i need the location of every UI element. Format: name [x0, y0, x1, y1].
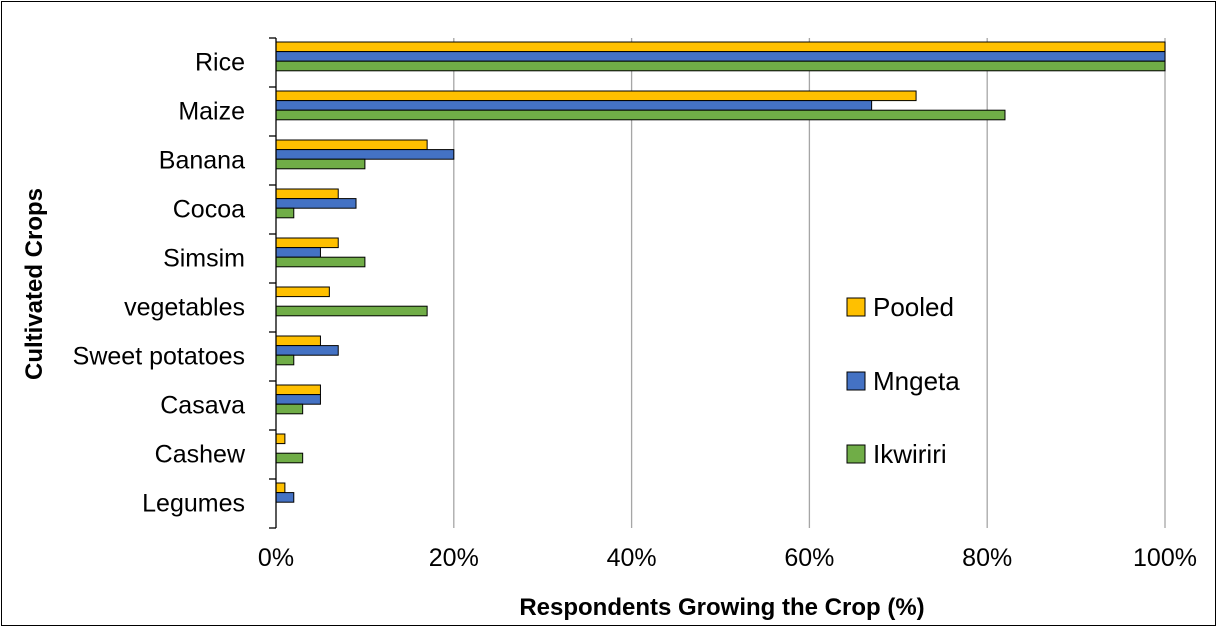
- category-label: Casava: [160, 392, 245, 420]
- bar-mngeta-simsim: [275, 247, 321, 258]
- x-tick-labels: 0% 20% 40% 60% 80% 100%: [258, 544, 1197, 572]
- legend-swatch-pooled: [846, 297, 866, 317]
- bar-pooled-casava: [275, 384, 321, 396]
- bars: [275, 41, 1166, 503]
- category-label: Rice: [195, 49, 245, 77]
- bar-ikwiriri-simsim: [275, 256, 366, 268]
- bar-ikwiriri-cashew: [275, 452, 304, 464]
- legend-label-mngeta: Mngeta: [873, 366, 960, 396]
- category-label: Maize: [178, 98, 245, 126]
- axes: [269, 37, 277, 529]
- legend: Pooled Mngeta Ikwiriri: [846, 292, 960, 469]
- bar-mngeta-cocoa: [275, 198, 357, 209]
- bar-mngeta-rice: [275, 51, 1166, 62]
- category-label: Simsim: [163, 245, 245, 273]
- legend-label-pooled: Pooled: [873, 292, 954, 322]
- x-tick-label: 100%: [1133, 544, 1197, 572]
- category-label: Legumes: [142, 490, 245, 518]
- bar-ikwiriri-banana: [275, 158, 366, 170]
- legend-swatch-mngeta: [846, 371, 866, 391]
- bar-ikwiriri-cocoa: [275, 207, 295, 219]
- bar-pooled-simsim: [275, 237, 339, 249]
- bar-pooled-legumes: [275, 482, 286, 494]
- bar-ikwiriri-maize: [275, 109, 1006, 121]
- bar-pooled-sweet-potatoes: [275, 335, 321, 347]
- bar-pooled-vegetables: [275, 286, 330, 298]
- x-axis-title: Respondents Growing the Crop (%): [519, 594, 924, 621]
- legend-swatch-ikwiriri: [846, 444, 866, 464]
- bar-pooled-cocoa: [275, 188, 339, 200]
- bar-ikwiriri-rice: [275, 60, 1166, 72]
- bar-pooled-cashew: [275, 433, 286, 445]
- bar-mngeta-maize: [275, 100, 873, 111]
- x-tick-label: 80%: [962, 544, 1012, 572]
- y-axis-title: Cultivated Crops: [21, 188, 48, 380]
- category-label: Cashew: [155, 441, 246, 469]
- bar-mngeta-casava: [275, 394, 321, 405]
- bar-pooled-banana: [275, 139, 428, 151]
- bar-mngeta-legumes: [275, 492, 295, 503]
- category-label: Sweet potatoes: [73, 343, 245, 371]
- category-label: Banana: [159, 147, 245, 175]
- bar-pooled-maize: [275, 90, 917, 102]
- x-tick-label: 20%: [429, 544, 479, 572]
- bar-pooled-rice: [275, 41, 1166, 53]
- bar-mngeta-banana: [275, 149, 455, 160]
- x-tick-label: 0%: [258, 544, 294, 572]
- bar-mngeta-sweet-potatoes: [275, 345, 339, 356]
- bar-ikwiriri-sweet-potatoes: [275, 354, 295, 366]
- bar-ikwiriri-casava: [275, 403, 304, 415]
- legend-label-ikwiriri: Ikwiriri: [873, 439, 947, 469]
- x-tick-label: 40%: [607, 544, 657, 572]
- bar-ikwiriri-vegetables: [275, 305, 428, 317]
- category-label: Cocoa: [173, 196, 245, 224]
- category-labels: Rice Maize Banana Cocoa Simsim vegetables Swee…: [73, 49, 246, 518]
- x-tick-label: 60%: [784, 544, 834, 572]
- category-label: vegetables: [124, 294, 245, 322]
